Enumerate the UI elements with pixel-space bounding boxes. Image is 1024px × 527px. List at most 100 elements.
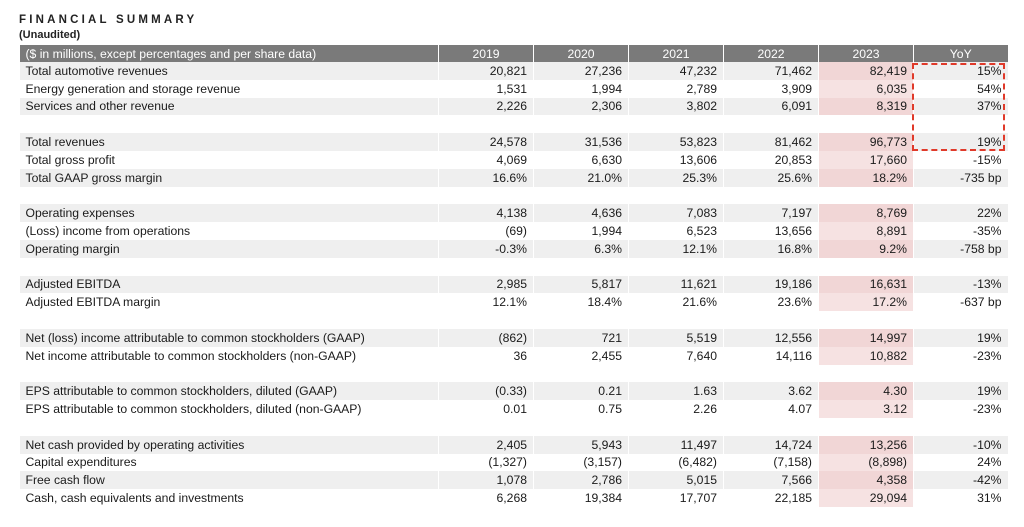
value-cell-2021: 25.3% [628,168,724,187]
value-cell-2019: -0.3% [438,239,534,258]
row-label: Total gross profit [25,152,115,167]
column-header-2021: 2021 [628,45,724,62]
spacer-cell [533,364,629,383]
value-cell-2023: 16,631 [818,275,914,294]
value-cell-2021: 11,497 [628,435,724,454]
spacer-cell [818,186,914,205]
table-row: Total revenues 24,578 31,536 53,823 81,462 96… [19,133,1008,151]
spacer-cell [438,186,534,205]
value-cell-2020: 4,636 [533,204,629,223]
value-cell-2020: 2,455 [533,346,629,365]
yoy-cell: -15% [913,150,1008,169]
yoy-cell: -10% [913,435,1008,454]
table-spacer-row [19,257,1008,276]
spacer-cell [723,364,819,383]
value-cell-2020: 27,236 [533,62,629,80]
column-header-2019: 2019 [438,45,534,62]
value-cell-2023: (8,898) [818,453,914,472]
value-cell-2021: 7,083 [628,204,724,223]
table-row: Net (loss) income attributable to common… [19,328,1008,347]
spacer-cell [818,257,914,276]
value-cell-2021: 2.26 [628,400,724,418]
table-row: Cash, cash equivalents and investments 6,… [20,489,1008,507]
yoy-cell: -13% [913,275,1008,294]
value-cell-2019: 2,226 [438,97,534,116]
value-cell-2023: 4,358 [818,471,914,490]
column-header-2022: 2022 [723,45,819,62]
spacer-cell [533,311,629,329]
value-cell-2021: 17,707 [628,489,724,507]
spacer-cell [913,115,1008,134]
yoy-cell: 19% [913,328,1008,347]
spacer-cell [723,257,819,276]
table-row: Operating expenses 4,138 4,636 7,083 7,197 8,… [19,204,1008,223]
table-row: Total gross profit 4,069 6,630 13,606 20,853… [20,150,1008,169]
table-spacer-row [19,311,1008,329]
table-row: Total automotive revenues 20,821 27,236 47,… [19,62,1008,80]
spacer-cell [628,364,724,383]
table-spacer-row [19,186,1008,205]
yoy-cell: 19% [913,382,1008,401]
value-cell-2019: 2,405 [438,435,534,454]
value-cell-2022: 4.07 [723,400,819,418]
value-cell-2020: 21.0% [533,168,629,187]
yoy-cell: 37% [913,97,1008,116]
value-cell-2023: 17.2% [818,293,914,312]
yoy-cell: -758 bp [913,239,1008,258]
value-cell-2019: 4,138 [438,204,534,223]
yoy-highlight-box [912,63,1005,151]
value-cell-2023: 13,256 [818,435,914,454]
value-cell-2023: 29,094 [818,489,914,507]
value-cell-2023: 17,660 [818,150,914,169]
value-cell-2020: 1,994 [533,79,629,98]
yoy-cell: 15% [913,62,1008,80]
value-cell-2023: 4.30 [818,382,914,401]
spacer-cell [19,364,439,383]
yoy-cell: -637 bp [913,293,1008,312]
value-cell-2022: 71,462 [723,62,819,80]
table-row: Net income attributable to common stockh… [20,346,1008,365]
value-cell-2020: 6.3% [533,239,629,258]
value-cell-2022: 3,909 [723,79,819,98]
spacer-cell [628,186,724,205]
yoy-cell: -23% [913,346,1008,365]
spacer-cell [19,115,439,134]
value-cell-2019: 0.01 [438,400,534,418]
value-cell-2019: 16.6% [438,168,534,187]
value-cell-2020: 721 [533,328,629,347]
spacer-cell [438,311,534,329]
value-cell-2019: (1,327) [438,453,534,472]
value-cell-2021: 11,621 [628,275,724,294]
row-label: Net (loss) income attributable to common… [19,328,439,347]
table-row: Total GAAP gross margin 16.6% 21.0% 25.3% 25… [19,168,1008,187]
value-cell-2022: 20,853 [723,150,819,169]
value-cell-2019: 6,268 [438,489,534,507]
row-label: EPS attributable to common stockholders,… [25,402,362,417]
yoy-cell: 24% [913,453,1008,472]
value-cell-2023: 96,773 [818,133,914,151]
value-cell-2021: 3,802 [628,97,724,116]
spacer-cell [19,186,439,205]
value-cell-2020: 1,994 [533,222,629,240]
value-cell-2021: (6,482) [628,453,724,472]
value-cell-2023: 9.2% [818,239,914,258]
value-cell-2022: 22,185 [723,489,819,507]
value-cell-2021: 5,519 [628,328,724,347]
value-cell-2022: (7,158) [723,453,819,472]
value-cell-2020: 2,306 [533,97,629,116]
row-label: Free cash flow [19,471,439,490]
report-subtitle: (Unaudited) [19,29,81,41]
spacer-cell [913,257,1008,276]
table-spacer-row [19,115,1008,134]
spacer-cell [19,417,439,436]
row-label: Total GAAP gross margin [19,168,439,187]
yoy-cell: -23% [913,400,1008,418]
value-cell-2023: 82,419 [818,62,914,80]
row-label: Energy generation and storage revenue [25,81,241,96]
row-label: Adjusted EBITDA [19,275,439,294]
spacer-cell [438,364,534,383]
value-cell-2022: 14,724 [723,435,819,454]
spacer-cell [533,186,629,205]
row-label: Operating expenses [19,204,439,223]
yoy-cell: -42% [913,471,1008,490]
